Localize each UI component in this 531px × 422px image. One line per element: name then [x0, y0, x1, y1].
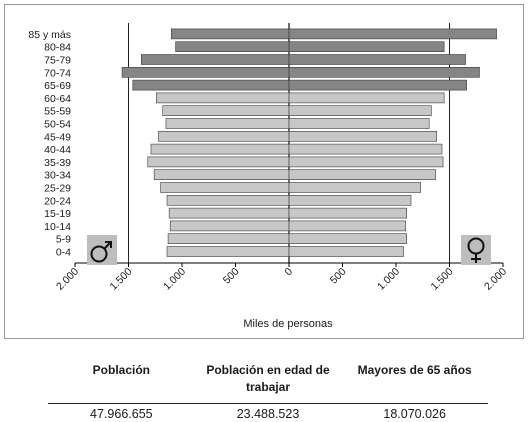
x-tick-label: 1.500	[108, 266, 135, 293]
age-group-label: 45-49	[44, 131, 71, 143]
age-group-label: 35-39	[44, 157, 71, 169]
female-bar-40-44	[288, 143, 443, 155]
x-tick-label: 2.000	[482, 266, 509, 293]
age-group-label: 50-54	[44, 119, 71, 131]
stats-divider	[48, 403, 488, 404]
male-bar-10-14	[169, 220, 290, 232]
x-tick-label: 500	[328, 266, 349, 287]
x-tick-label: 0	[283, 266, 296, 279]
male-bar-65-69	[132, 79, 290, 91]
x-axis-tick-labels: 2.000 1.500 1.000 500 0 500 1.000 1.500 2.000	[54, 263, 509, 293]
x-tick-label: 1.500	[429, 266, 456, 293]
age-group-label: 20-24	[44, 195, 71, 207]
female-bar-45-49	[288, 131, 437, 142]
male-bar-0-4	[166, 246, 290, 257]
female-bar-55-59	[288, 105, 432, 116]
stats-header-population: Población	[92, 363, 150, 377]
male-bar-30-34	[153, 169, 290, 180]
x-axis-label: Miles de personas	[243, 318, 333, 330]
female-bar-75-79	[288, 54, 466, 65]
female-symbol-icon	[461, 235, 491, 265]
female-bar-30-34	[288, 169, 436, 180]
male-bar-25-29	[160, 182, 290, 193]
age-group-label: 0-4	[56, 247, 71, 259]
age-group-label: 60-64	[44, 93, 71, 105]
male-bar-50-54	[165, 118, 290, 129]
stats-header-working-age: Población en edad de trabajar	[206, 363, 330, 394]
male-bar-75-79	[141, 54, 290, 65]
male-bar-60-64	[156, 92, 290, 104]
x-tick-label: 2.000	[54, 266, 81, 293]
age-group-label: 5-9	[56, 234, 71, 246]
female-bar-80-84	[288, 41, 445, 53]
male-bar-40-44	[150, 143, 290, 155]
female-bar-50-54	[288, 118, 430, 129]
age-group-label: 85 y más	[28, 29, 71, 41]
population-pyramid-chart: 85 y más80-8475-7970-7465-6960-6455-5950…	[28, 23, 509, 330]
female-bar-70-74	[288, 66, 480, 78]
stats-value-population: 47.966.655	[90, 407, 153, 421]
female-bar-20-24	[288, 195, 412, 206]
female-bar-15-19	[288, 207, 407, 219]
age-group-label: 80-84	[44, 42, 71, 54]
age-group-label: 55-59	[44, 106, 71, 118]
age-group-label: 75-79	[44, 55, 71, 67]
female-bar-65-69	[288, 79, 467, 91]
age-group-label: 65-69	[44, 80, 71, 92]
stats-value-row: 47.966.655 23.488.523 18.070.026	[48, 407, 488, 421]
female-bar-5-9	[288, 233, 407, 244]
chart-bars	[121, 28, 497, 257]
age-group-label: 15-19	[44, 208, 71, 220]
population-stats-table: Población Población en edad de trabajar …	[48, 362, 488, 421]
age-group-label: 10-14	[44, 221, 71, 233]
male-bar-85 y más	[171, 28, 290, 40]
male-symbol-icon	[87, 235, 117, 265]
x-tick-label: 500	[221, 266, 242, 287]
x-tick-label: 1.000	[161, 266, 188, 293]
male-bar-45-49	[158, 131, 290, 142]
age-group-labels: 85 y más80-8475-7970-7465-6960-6455-5950…	[28, 29, 71, 259]
male-bar-15-19	[168, 207, 290, 219]
female-bar-85 y más	[288, 28, 497, 40]
chart-frame: 85 y más 80-84 75-79 70-74 65-69 60-64 55-59 50…	[4, 4, 524, 339]
stats-value-over-65: 18.070.026	[383, 407, 446, 421]
female-bar-10-14	[288, 220, 406, 232]
male-bar-5-9	[167, 233, 290, 244]
female-bar-60-64	[288, 92, 445, 104]
male-bar-35-39	[147, 156, 290, 168]
age-group-label: 25-29	[44, 183, 71, 195]
stats-header-over-65: Mayores de 65 años	[357, 363, 472, 377]
male-bar-55-59	[162, 105, 290, 116]
male-bar-80-84	[175, 41, 290, 53]
female-bar-25-29	[288, 182, 421, 193]
age-group-label: 30-34	[44, 170, 71, 182]
stats-header-row: Población Población en edad de trabajar …	[48, 362, 488, 396]
male-bar-20-24	[166, 195, 290, 206]
female-bar-35-39	[288, 156, 444, 168]
stats-value-working-age: 23.488.523	[236, 407, 300, 421]
x-tick-label: 1.000	[375, 266, 402, 293]
female-bar-0-4	[288, 246, 404, 257]
age-group-label: 40-44	[44, 144, 71, 156]
age-group-label: 70-74	[44, 67, 71, 79]
male-bar-70-74	[121, 66, 290, 78]
